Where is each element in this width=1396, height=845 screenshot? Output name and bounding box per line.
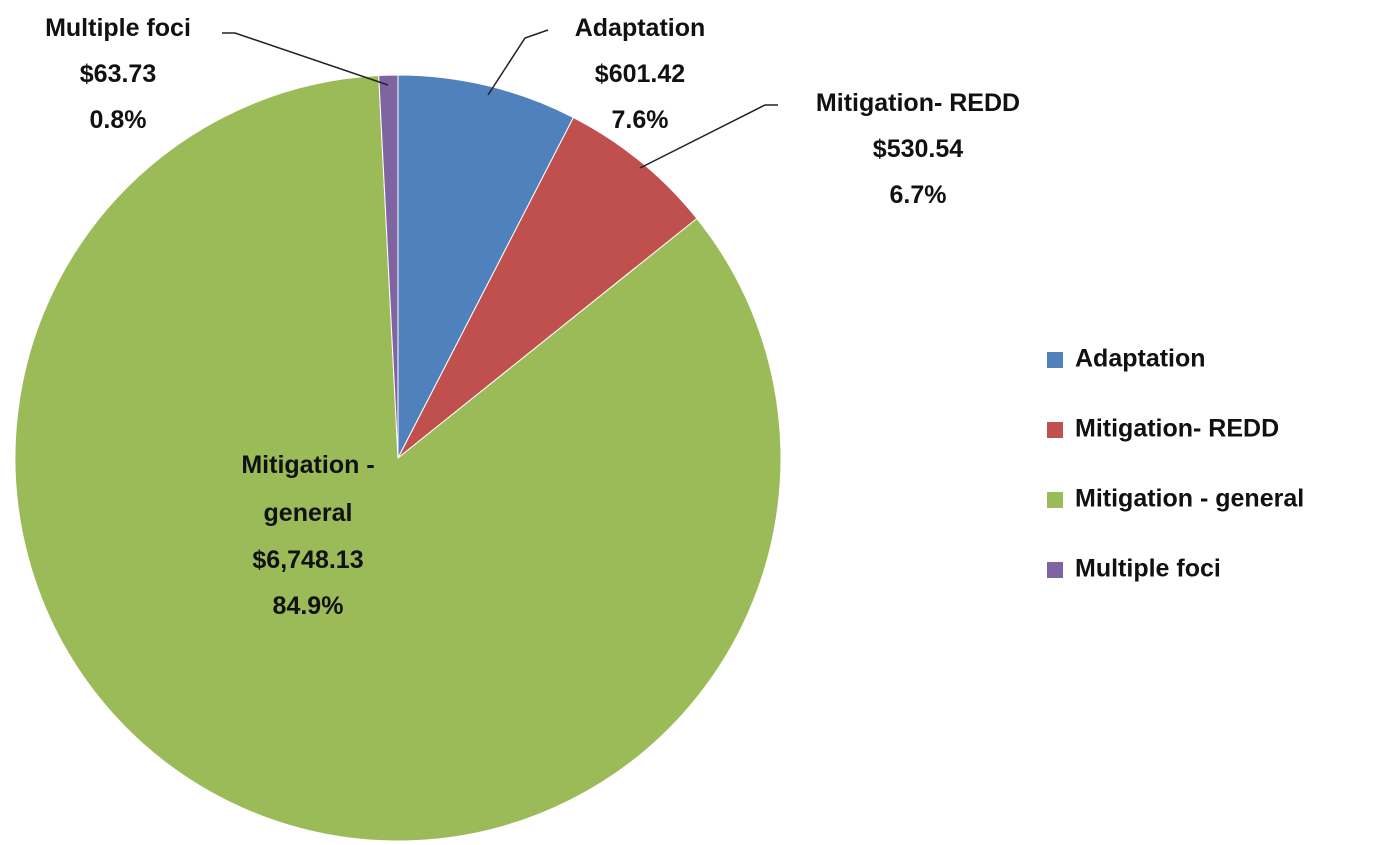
label-value: $6,748.13 (252, 546, 364, 574)
pie-slice (14, 74, 782, 842)
label-value: $63.73 (79, 60, 157, 88)
label-category: Mitigation - general (241, 451, 375, 527)
pie-slice (397, 74, 575, 459)
legend-swatch (1047, 562, 1063, 578)
label-category: Adaptation (574, 14, 706, 42)
leader-line (639, 104, 778, 169)
label-percent: 0.8% (89, 106, 147, 134)
data-label: Multiple foci $63.73 0.8% (45, 5, 191, 143)
leader-line (222, 32, 389, 86)
data-label: Mitigation- REDD $530.54 6.7% (816, 80, 1020, 218)
legend-label: Mitigation- REDD (1075, 415, 1279, 443)
legend-swatch (1047, 492, 1063, 508)
data-label: Adaptation $601.42 7.6% (575, 5, 706, 143)
pie-slice (378, 74, 399, 459)
legend-label: Adaptation (1075, 345, 1206, 373)
pie-slice (397, 116, 698, 459)
label-value: $601.42 (594, 60, 686, 88)
label-category: Multiple foci (45, 14, 191, 42)
label-percent: 6.7% (889, 181, 947, 209)
label-category: Mitigation- REDD (815, 89, 1021, 117)
legend-label: Mitigation - general (1075, 485, 1304, 513)
label-percent: 7.6% (611, 106, 669, 134)
legend-label: Multiple foci (1075, 555, 1221, 583)
label-value: $530.54 (872, 135, 964, 163)
leader-line (487, 29, 549, 96)
data-label: Mitigation - general $6,748.13 84.9% (213, 441, 403, 629)
legend-swatch (1047, 422, 1063, 438)
label-percent: 84.9% (272, 592, 344, 620)
legend-swatch (1047, 352, 1063, 368)
